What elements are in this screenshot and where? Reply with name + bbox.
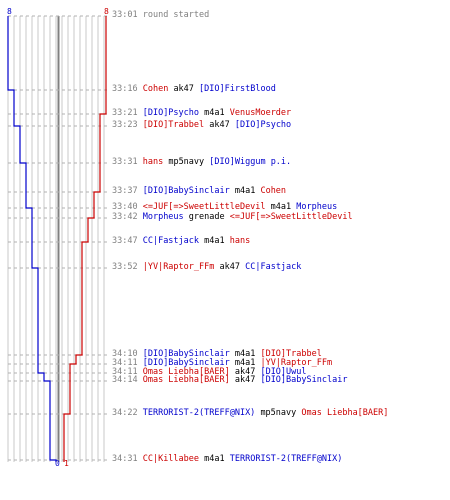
kill-feed-row: 33:42 Morpheus grenade <=JUF[=>SweetLitt… [112, 213, 353, 223]
weapon-name: ak47 [209, 120, 230, 130]
killer-name: Omas Liebha[BAER] [142, 375, 230, 385]
event-time: 34:14 [112, 375, 138, 385]
victim-name: Cohen [260, 186, 287, 196]
victim-name: VenusMoerder [229, 108, 292, 118]
weapon-name: ak47 [173, 84, 194, 94]
blue-team-start-count: 8 [7, 7, 12, 16]
killer-name: [DIO]BabySinclair [142, 358, 230, 368]
killer-name: [DIO]BabySinclair [142, 349, 230, 359]
killer-name: CC|Fastjack [142, 236, 200, 246]
victim-name: hans [229, 236, 251, 246]
event-time: 33:21 [112, 108, 138, 118]
kill-feed-row: 34:11 Omas Liebha[BAER] ak47 [DIO]Uwul [112, 368, 307, 378]
kill-feed-row: 33:16 Cohen ak47 [DIO]FirstBlood [112, 85, 276, 95]
killer-name: hans [142, 157, 164, 167]
weapon-name: ak47 [234, 375, 256, 385]
event-time: 34:31 [112, 454, 138, 464]
victim-name: |YV|Raptor_FFm [260, 358, 333, 368]
killer-name: [DIO]BabySinclair [142, 186, 230, 196]
killer-name: [DIO]Psycho [142, 108, 200, 118]
event-time: 33:01 [112, 10, 138, 20]
event-time: 33:52 [112, 262, 138, 272]
killer-name: [DIO]Trabbel [142, 120, 205, 130]
kill-feed-row: 33:40 <=JUF[=>SweetLittleDevil m4a1 Morp… [112, 203, 337, 213]
weapon-name: m4a1 [234, 358, 256, 368]
event-time: 34:22 [112, 408, 138, 418]
event-time: 34:11 [112, 367, 138, 377]
victim-name: [DIO]Uwul [260, 367, 307, 377]
victim-name: [DIO]Trabbel [260, 349, 322, 359]
event-time: 33:42 [112, 212, 138, 222]
event-note: round started [142, 10, 210, 20]
killer-name: Morpheus [142, 212, 184, 222]
blue-team-end-count: 0 [55, 459, 60, 468]
killer-name: <=JUF[=>SweetLittleDevil [142, 202, 266, 212]
killer-name: Omas Liebha[BAER] [142, 367, 230, 377]
red-team-start-count: 8 [104, 7, 109, 16]
event-time: 33:37 [112, 186, 138, 196]
victim-name: [DIO]BabySinclair [260, 375, 348, 385]
red-team-alive-line [63, 16, 107, 462]
weapon-name: m4a1 [204, 108, 225, 118]
event-time: 33:47 [112, 236, 138, 246]
kill-feed-row: 33:21 [DIO]Psycho m4a1 VenusMoerder [112, 109, 291, 119]
victim-name: [DIO]Wiggum p.i. [209, 157, 292, 167]
weapon-name: m4a1 [204, 236, 225, 246]
event-time: 34:10 [112, 349, 138, 359]
victim-name: <=JUF[=>SweetLittleDevil [229, 212, 353, 222]
killer-name: TERRORIST-2(TREFF@NIX) [142, 408, 256, 418]
kill-feed-row: 33:31 hans mp5navy [DIO]Wiggum p.i. [112, 158, 291, 168]
killer-name: |YV|Raptor_FFm [142, 262, 215, 272]
weapon-name: mp5navy [260, 408, 297, 418]
victim-name: Morpheus [296, 202, 338, 212]
event-time: 33:31 [112, 157, 138, 167]
kill-feed-row: 33:01 round started [112, 11, 209, 21]
victim-name: Omas Liebha[BAER] [301, 408, 389, 418]
weapon-name: ak47 [234, 367, 256, 377]
event-time: 34:11 [112, 358, 138, 368]
weapon-name: grenade [188, 212, 225, 222]
victim-name: TERRORIST-2(TREFF@NIX) [229, 454, 343, 464]
weapon-name: m4a1 [204, 454, 225, 464]
kill-feed-row: 33:47 CC|Fastjack m4a1 hans [112, 237, 250, 247]
kill-feed-row: 34:14 Omas Liebha[BAER] ak47 [DIO]BabySi… [112, 376, 347, 386]
event-time: 33:16 [112, 84, 138, 94]
event-time: 33:23 [112, 120, 138, 130]
blue-team-alive-line [7, 16, 57, 462]
kill-feed-row: 33:37 [DIO]BabySinclair m4a1 Cohen [112, 187, 286, 197]
kill-feed-row: 34:10 [DIO]BabySinclair m4a1 [DIO]Trabbe… [112, 350, 322, 360]
victim-name: [DIO]FirstBlood [199, 84, 276, 94]
kill-feed-row: 34:22 TERRORIST-2(TREFF@NIX) mp5navy Oma… [112, 409, 388, 419]
weapon-name: m4a1 [234, 186, 256, 196]
weapon-name: m4a1 [270, 202, 292, 212]
kill-feed-row: 34:11 [DIO]BabySinclair m4a1 |YV|Raptor_… [112, 359, 332, 369]
victim-name: [DIO]Psycho [234, 120, 292, 130]
kill-feed-row: 34:31 CC|Killabee m4a1 TERRORIST-2(TREFF… [112, 455, 342, 465]
kill-feed-row: 33:23 [DIO]Trabbel ak47 [DIO]Psycho [112, 121, 291, 131]
kill-feed-row: 33:52 |YV|Raptor_FFm ak47 CC|Fastjack [112, 263, 301, 273]
weapon-name: mp5navy [168, 157, 205, 167]
red-team-end-count: 1 [64, 459, 69, 468]
victim-name: CC|Fastjack [245, 262, 302, 272]
weapon-name: m4a1 [234, 349, 256, 359]
weapon-name: ak47 [219, 262, 240, 272]
event-time: 33:40 [112, 202, 138, 212]
killer-name: CC|Killabee [142, 454, 200, 464]
killer-name: Cohen [142, 84, 169, 94]
